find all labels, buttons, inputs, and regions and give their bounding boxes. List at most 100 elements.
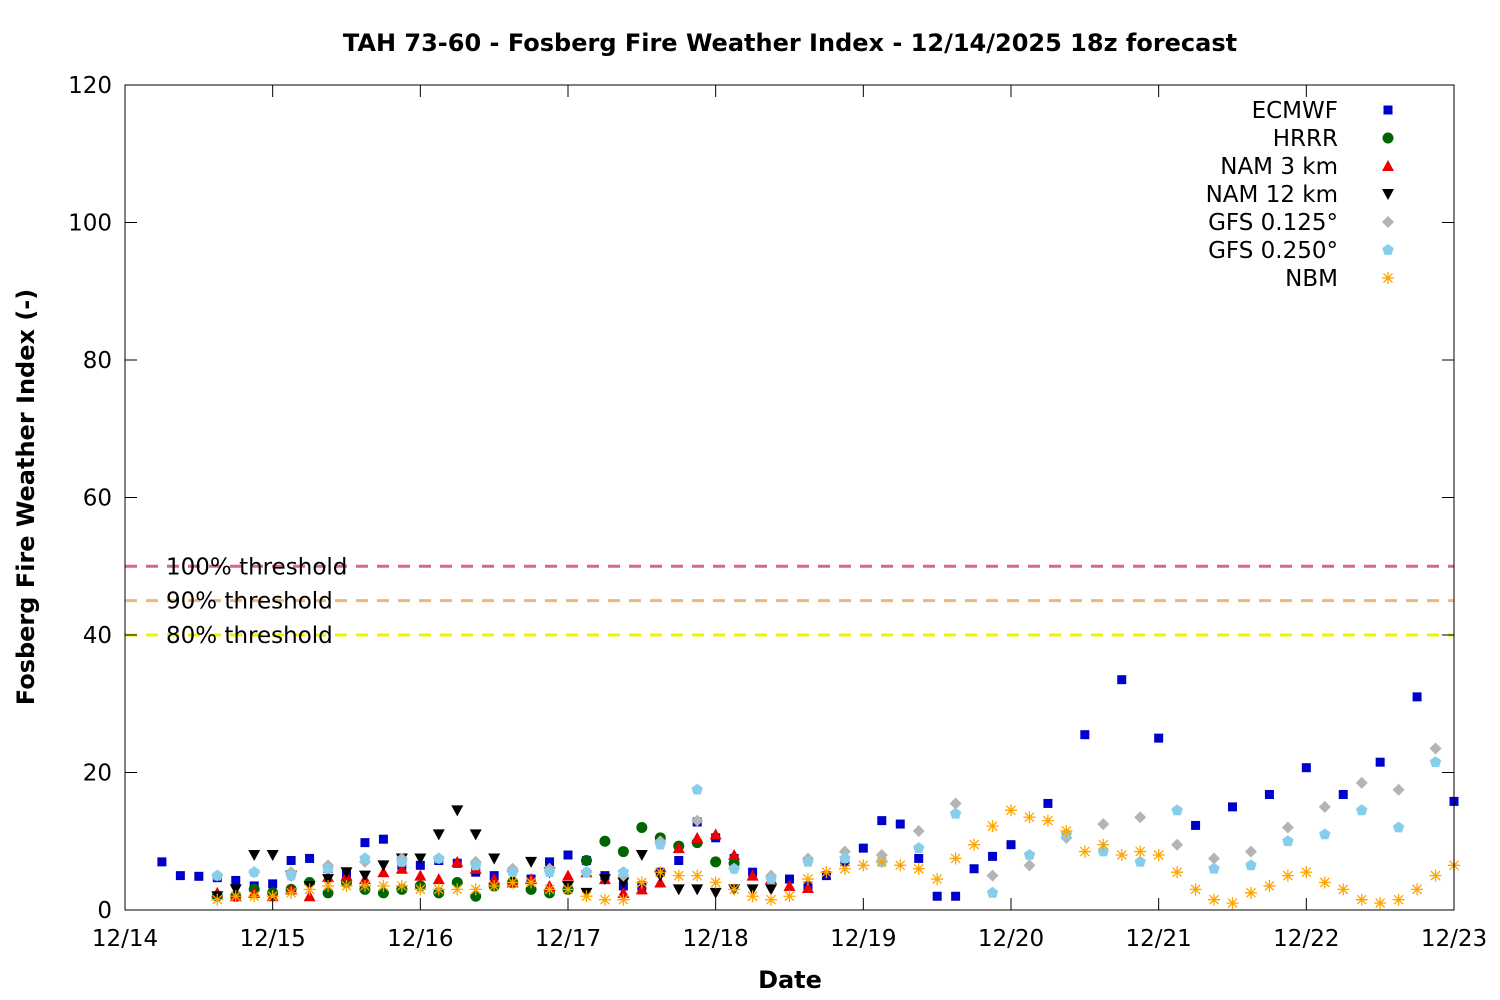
- data-point: [1374, 897, 1387, 910]
- data-point: [285, 869, 297, 881]
- x-tick-label: 12/21: [1126, 926, 1192, 952]
- data-point: [785, 874, 794, 884]
- data-point: [1263, 879, 1276, 892]
- data-point: [1281, 869, 1294, 882]
- data-point: [932, 891, 942, 901]
- data-point: [691, 814, 704, 827]
- data-point: [211, 893, 224, 906]
- data-point: [248, 850, 261, 861]
- data-point: [268, 879, 278, 889]
- data-point: [525, 856, 538, 868]
- data-point: [1208, 893, 1221, 906]
- data-point: [894, 859, 907, 872]
- data-point: [949, 797, 962, 810]
- x-tick-label: 12/23: [1421, 926, 1487, 952]
- threshold-label: 90% threshold: [166, 589, 333, 615]
- data-point: [340, 867, 353, 879]
- data-point: [895, 819, 905, 829]
- data-point: [488, 853, 501, 865]
- data-point: [838, 845, 851, 858]
- data-point: [303, 890, 316, 902]
- data-point: [1117, 675, 1127, 685]
- data-point: [1429, 869, 1442, 882]
- data-point: [358, 879, 371, 892]
- data-point: [1080, 730, 1090, 740]
- data-point: [395, 862, 408, 874]
- data-point: [951, 891, 961, 901]
- data-point: [1412, 692, 1422, 702]
- data-point: [691, 884, 704, 896]
- data-point: [986, 820, 999, 833]
- data-point: [820, 866, 833, 879]
- data-point: [765, 893, 778, 906]
- data-point: [746, 869, 759, 881]
- data-point: [875, 855, 888, 868]
- data-point: [175, 871, 185, 881]
- data-point: [377, 879, 390, 892]
- data-point: [1134, 845, 1147, 858]
- data-point: [1355, 776, 1368, 789]
- data-point: [358, 870, 371, 882]
- y-tick-label: 20: [83, 761, 112, 787]
- data-point: [470, 890, 482, 902]
- data-point: [543, 866, 556, 877]
- data-point: [1375, 757, 1385, 767]
- data-point: [1134, 855, 1146, 867]
- data-point: [839, 852, 851, 864]
- data-point: [451, 883, 464, 896]
- data-point: [1338, 790, 1348, 799]
- data-point: [469, 883, 482, 896]
- data-point: [543, 883, 556, 896]
- data-point: [1355, 893, 1368, 906]
- data-point: [1041, 814, 1054, 827]
- data-point: [322, 879, 335, 892]
- legend-label: GFS 0.125°: [1208, 210, 1338, 236]
- y-axis-label: Fosberg Fire Weather Index (-): [12, 289, 40, 705]
- data-point: [1392, 821, 1405, 833]
- x-tick-label: 12/17: [535, 926, 601, 952]
- data-point: [617, 886, 630, 898]
- y-tick-label: 60: [83, 486, 112, 512]
- data-point: [1337, 883, 1350, 896]
- data-point: [986, 886, 999, 898]
- data-point: [377, 866, 390, 878]
- data-point: [709, 876, 722, 889]
- data-point: [709, 887, 722, 899]
- data-point: [506, 866, 519, 877]
- data-point: [266, 850, 279, 861]
- data-point: [765, 873, 777, 884]
- data-point: [1097, 818, 1110, 831]
- data-point: [377, 860, 390, 872]
- data-point: [1282, 835, 1294, 847]
- data-point: [1154, 733, 1164, 743]
- data-point: [691, 783, 703, 795]
- data-point: [470, 859, 482, 871]
- legend-marker: [1383, 105, 1393, 115]
- data-point: [1043, 798, 1053, 808]
- threshold-label: 80% threshold: [166, 623, 333, 649]
- legend-marker: [1382, 244, 1394, 255]
- data-point: [1392, 783, 1405, 796]
- data-point: [1171, 838, 1184, 851]
- legend-label: ECMWF: [1252, 98, 1338, 124]
- data-point: [672, 869, 685, 882]
- data-point: [231, 875, 241, 885]
- data-point: [1319, 828, 1331, 840]
- x-tick-label: 12/22: [1273, 926, 1339, 952]
- data-point: [545, 857, 555, 867]
- data-point: [1134, 811, 1147, 824]
- data-point: [1392, 893, 1405, 906]
- data-point: [211, 869, 223, 881]
- legend-marker: [1382, 132, 1394, 144]
- data-point: [415, 860, 425, 870]
- data-point: [691, 869, 704, 882]
- legend-label: NBM: [1285, 266, 1338, 292]
- data-point: [636, 822, 648, 833]
- data-point: [691, 831, 704, 843]
- data-point: [783, 879, 796, 891]
- data-point: [783, 890, 796, 903]
- legend-label: HRRR: [1273, 126, 1338, 152]
- data-point: [654, 838, 666, 850]
- data-point: [340, 879, 353, 892]
- data-point: [1060, 824, 1073, 837]
